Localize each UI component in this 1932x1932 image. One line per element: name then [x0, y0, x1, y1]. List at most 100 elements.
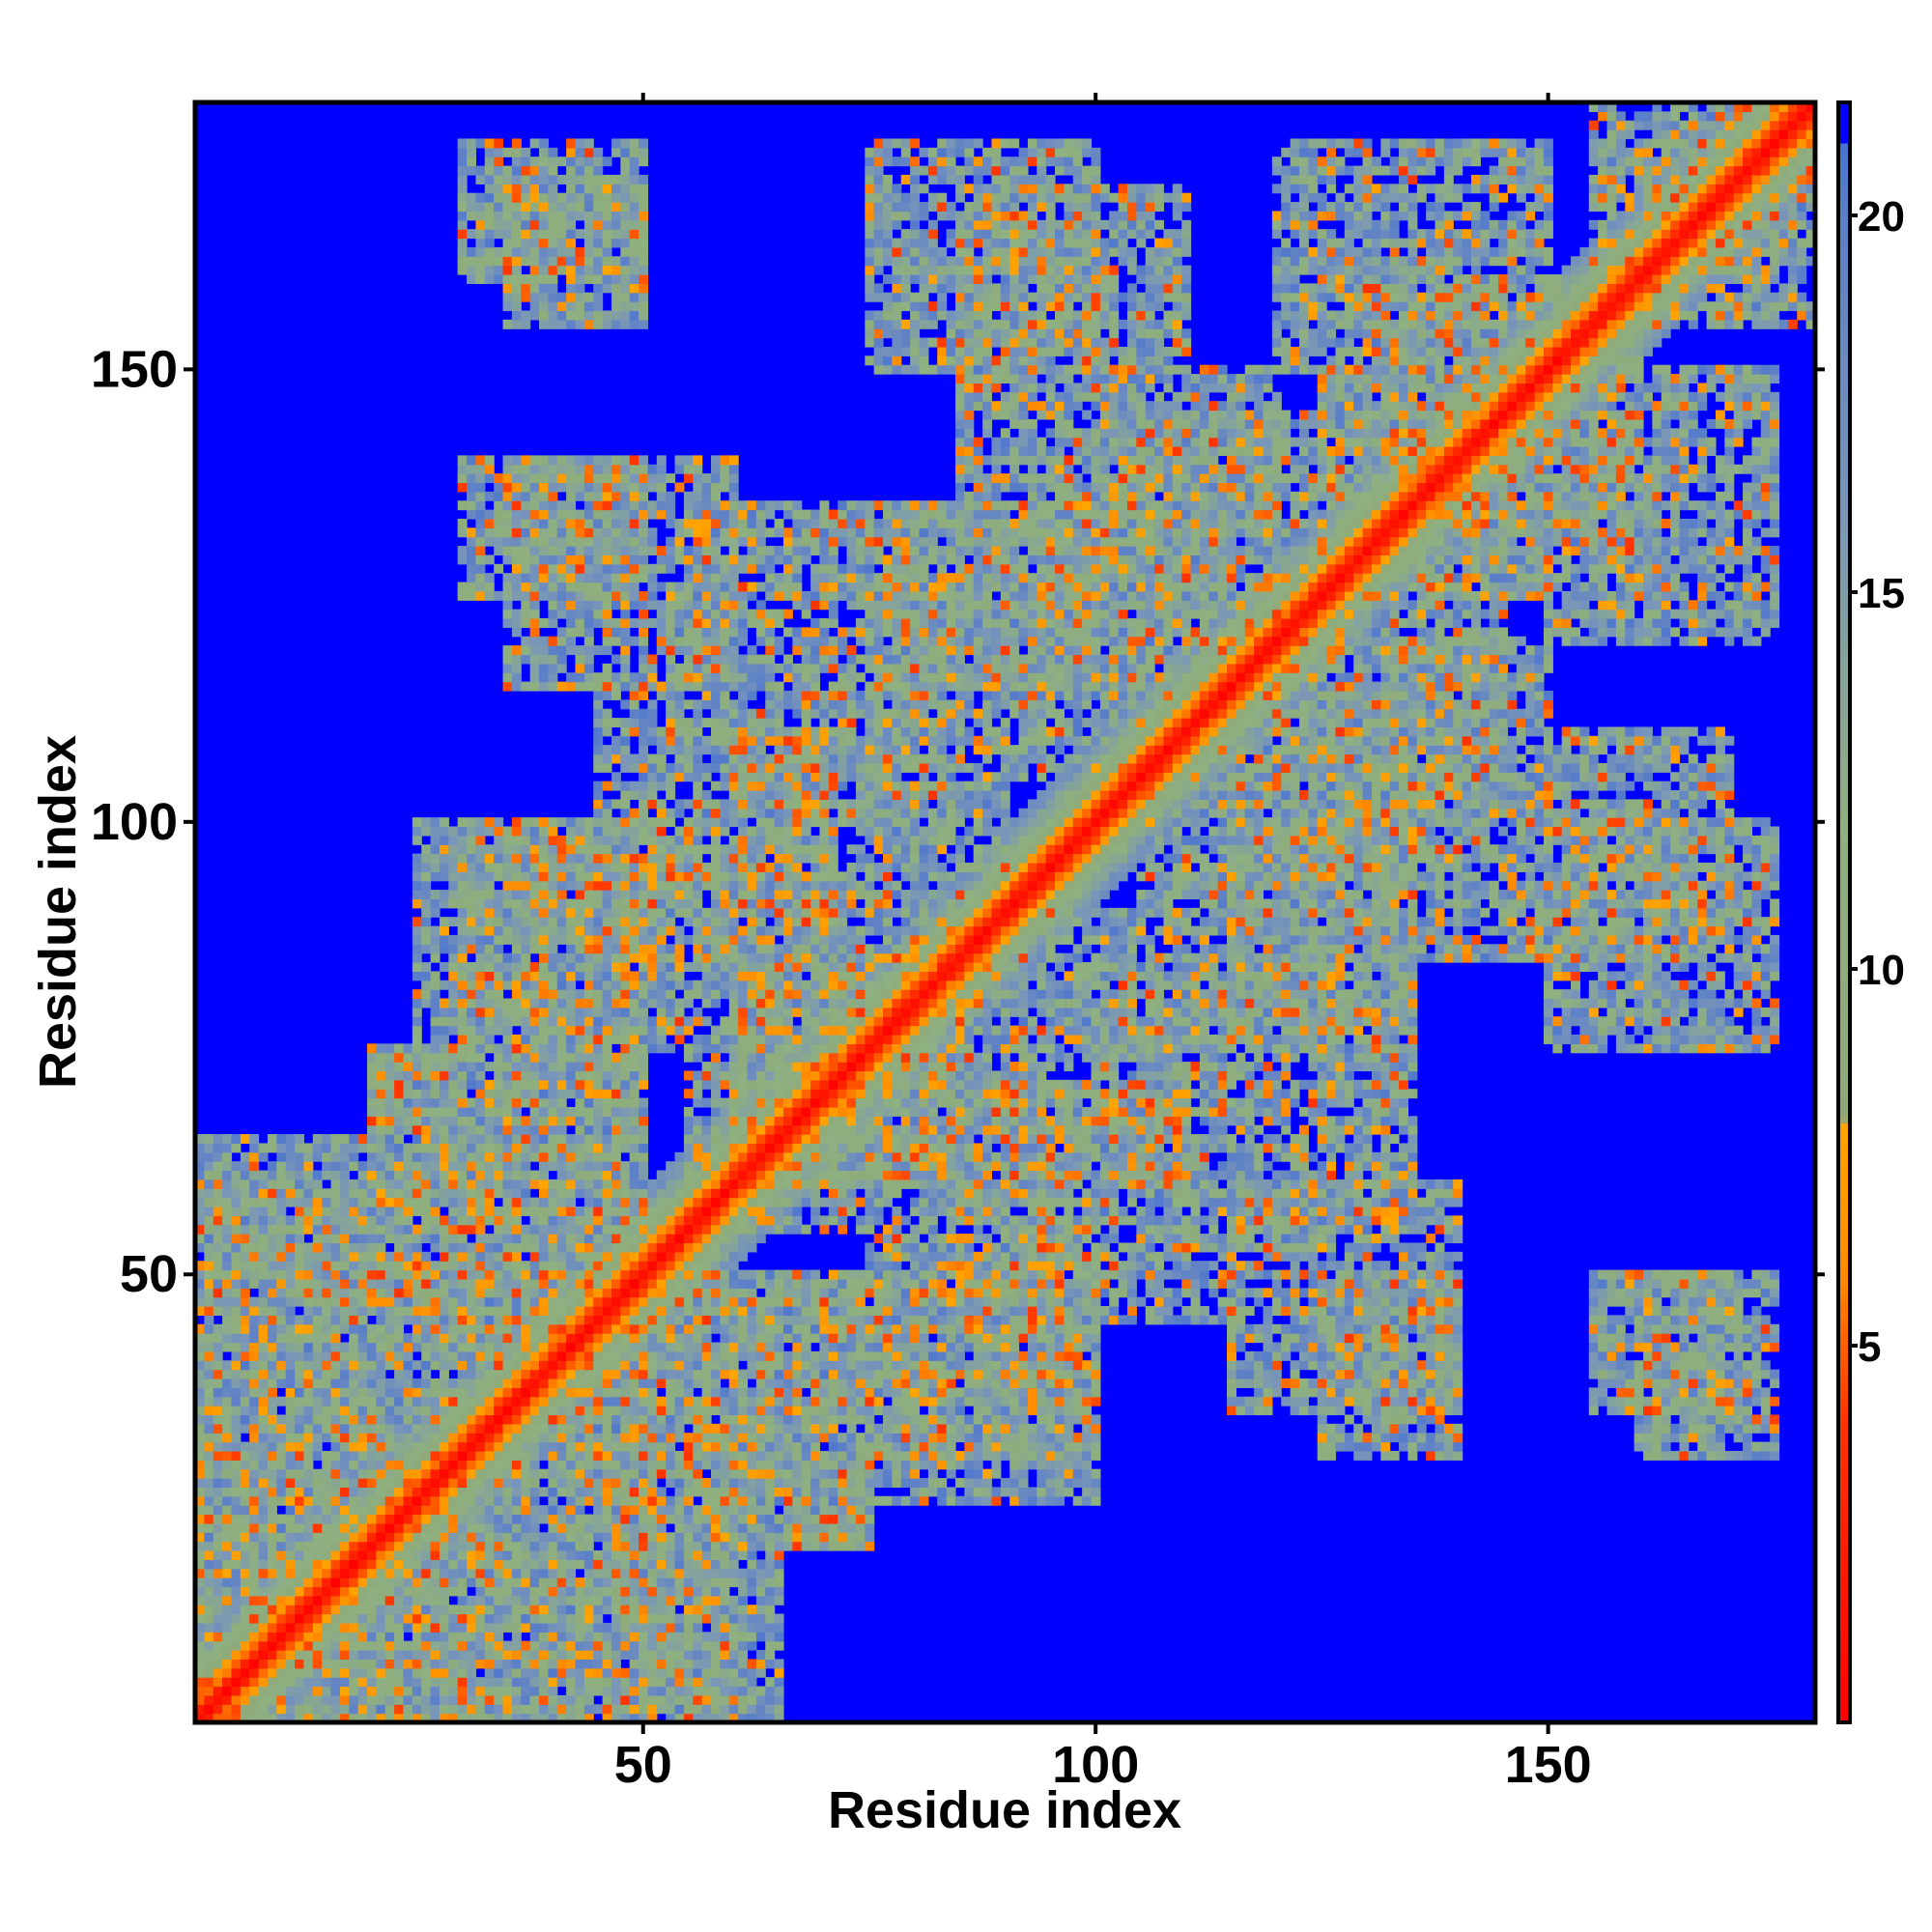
heatmap-cell	[583, 1242, 594, 1253]
heatmap-cell	[267, 1234, 277, 1244]
heatmap-cell	[421, 1350, 432, 1361]
heatmap-cell	[629, 699, 639, 710]
heatmap-cell	[240, 1350, 250, 1361]
heatmap-cell	[412, 1278, 422, 1289]
heatmap-cell	[475, 1134, 486, 1144]
heatmap-cell	[556, 1333, 567, 1344]
heatmap-cell	[430, 1605, 440, 1615]
heatmap-cell	[629, 1450, 639, 1461]
heatmap-cell	[322, 1667, 332, 1678]
heatmap-cell	[575, 491, 585, 501]
heatmap-cell	[475, 1070, 486, 1081]
heatmap-cell	[639, 1079, 649, 1090]
heatmap-cell	[548, 1650, 558, 1661]
heatmap-cell	[204, 1143, 214, 1153]
heatmap-cell	[276, 1251, 287, 1262]
heatmap-cell	[548, 1151, 558, 1162]
heatmap-cell	[511, 1549, 522, 1560]
heatmap-cell	[575, 1350, 585, 1361]
heatmap-cell	[583, 1694, 594, 1705]
heatmap-cell	[295, 1224, 305, 1235]
heatmap-cell	[384, 1441, 395, 1452]
heatmap-cell	[367, 1323, 377, 1334]
heatmap-cell	[575, 609, 585, 619]
heatmap-cell	[457, 1667, 468, 1678]
heatmap-cell	[620, 509, 631, 520]
heatmap-cell	[575, 1043, 585, 1054]
heatmap-cell	[639, 1478, 649, 1489]
heatmap-cell	[467, 1468, 477, 1479]
heatmap-cell	[448, 1062, 459, 1072]
heatmap-cell	[639, 735, 649, 746]
heatmap-cell	[376, 1306, 386, 1317]
heatmap-cell	[439, 1387, 449, 1398]
heatmap-cell	[639, 1667, 649, 1678]
heatmap-cell	[403, 1522, 413, 1533]
heatmap-cell	[511, 1360, 522, 1371]
heatmap-cell	[620, 1215, 631, 1226]
heatmap-cell	[548, 1450, 558, 1461]
heatmap-cell	[593, 202, 604, 213]
heatmap-cell	[521, 1595, 531, 1605]
heatmap-cell	[439, 1522, 449, 1533]
heatmap-cell	[629, 636, 639, 646]
heatmap-cell	[430, 971, 440, 981]
heatmap-cell	[384, 1659, 395, 1669]
heatmap-cell	[566, 1116, 577, 1126]
heatmap-cell	[195, 1478, 205, 1489]
heatmap-cell	[204, 1577, 214, 1588]
heatmap-cell	[494, 1686, 504, 1696]
heatmap-cell	[511, 174, 522, 185]
heatmap-cell	[602, 971, 612, 981]
heatmap-cell	[602, 753, 612, 764]
heatmap-cell	[529, 654, 540, 665]
heatmap-cell	[457, 219, 468, 230]
heatmap-cell	[593, 1342, 604, 1352]
heatmap-cell	[548, 1532, 558, 1543]
heatmap-cell	[357, 1667, 368, 1678]
heatmap-cell	[539, 1296, 549, 1307]
heatmap-cell	[231, 1632, 242, 1642]
heatmap-cell	[620, 319, 631, 329]
heatmap-cell	[394, 1134, 405, 1144]
heatmap-cell	[602, 1134, 612, 1144]
heatmap-cell	[593, 890, 604, 900]
heatmap-cell	[629, 925, 639, 936]
heatmap-cell	[231, 1622, 242, 1633]
heatmap-cell	[593, 708, 604, 719]
heatmap-cell	[593, 500, 604, 511]
heatmap-cell	[548, 944, 558, 954]
heatmap-cell	[403, 1559, 413, 1570]
heatmap-cell	[303, 1269, 314, 1280]
heatmap-cell	[231, 1378, 242, 1388]
heatmap-cell	[484, 1522, 495, 1533]
heatmap-cell	[602, 1097, 612, 1108]
heatmap-cell	[475, 138, 486, 149]
heatmap-cell	[430, 1632, 440, 1642]
heatmap-cell	[639, 1342, 649, 1352]
heatmap-cell	[521, 1677, 531, 1688]
heatmap-cell	[349, 1478, 359, 1489]
heatmap-cell	[295, 1143, 305, 1153]
heatmap-cell	[439, 1097, 449, 1108]
heatmap-cell	[593, 1468, 604, 1479]
heatmap-cell	[240, 1686, 250, 1696]
heatmap-cell	[529, 1713, 540, 1723]
heatmap-cell	[593, 907, 604, 918]
heatmap-cell	[312, 1632, 323, 1642]
heatmap-cell	[629, 219, 639, 230]
heatmap-cell	[620, 1206, 631, 1216]
heatmap-cell	[511, 1079, 522, 1090]
heatmap-cell	[457, 1586, 468, 1597]
heatmap-cell	[575, 1595, 585, 1605]
heatmap-cell	[467, 1188, 477, 1199]
heatmap-cell	[629, 1433, 639, 1443]
heatmap-cell	[602, 546, 612, 556]
heatmap-cell	[376, 1097, 386, 1108]
heatmap-cell	[439, 1586, 449, 1597]
heatmap-cell	[403, 1062, 413, 1072]
heatmap-cell	[467, 482, 477, 493]
heatmap-cell	[421, 1224, 432, 1235]
heatmap-cell	[231, 1713, 242, 1723]
heatmap-cell	[384, 1097, 395, 1108]
